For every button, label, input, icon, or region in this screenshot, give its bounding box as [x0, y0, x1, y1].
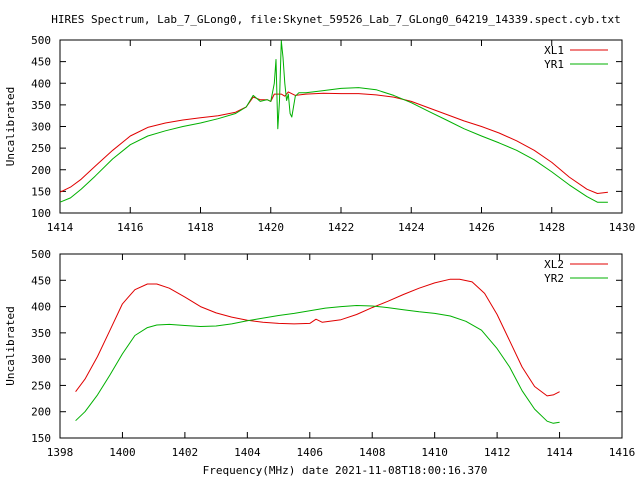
y-tick-label: 150 — [31, 185, 51, 198]
chart-title: HIRES Spectrum, Lab_7_GLong0, file:Skyne… — [51, 13, 621, 26]
x-tick-label: 1406 — [297, 446, 324, 459]
chart-panel-1: 100 150 200 250 300 350 400 450 500 1414 1416 1418 1… — [4, 34, 635, 234]
x-tick-label: 1404 — [234, 446, 261, 459]
x-tick-label: 1430 — [609, 221, 636, 234]
y-tick-label: 200 — [31, 406, 51, 419]
x-tick-label: 1412 — [484, 446, 511, 459]
legend-label-yr1: YR1 — [544, 58, 564, 71]
x-tick-label: 1422 — [328, 221, 355, 234]
x-tick-label: 1398 — [47, 446, 74, 459]
y-tick-label: 100 — [31, 207, 51, 220]
y-tick-label: 450 — [31, 274, 51, 287]
x-tick-label: 1400 — [109, 446, 136, 459]
series-line-xl1 — [59, 91, 608, 194]
x-tick-label: 1408 — [359, 446, 386, 459]
x-tick-label: 1426 — [468, 221, 495, 234]
x-tick-label: 1414 — [47, 221, 74, 234]
chart-panels: 100 150 200 250 300 350 400 450 500 1414 1416 1418 1… — [4, 34, 635, 477]
chart-panel-2: 150 200 250 300 350 400 450 500 1398 1400 1402 1404… — [4, 248, 635, 477]
x-tick-label: 1424 — [398, 221, 425, 234]
series-line-yr1 — [59, 40, 608, 203]
y-tick-label: 250 — [31, 142, 51, 155]
y-tick-label: 400 — [31, 77, 51, 90]
x-tick-label: 1402 — [172, 446, 199, 459]
y-tick-label: 500 — [31, 34, 51, 47]
x-tick-label: 1410 — [421, 446, 448, 459]
y-tick-label: 400 — [31, 301, 51, 314]
series-line-xl2 — [75, 278, 560, 397]
y-tick-label: 250 — [31, 379, 51, 392]
x-tick-label: 1420 — [258, 221, 285, 234]
x-axis-label: Frequency(MHz) date 2021-11-08T18:00:16.… — [203, 464, 488, 477]
y-tick-label: 450 — [31, 56, 51, 69]
x-tick-label: 1416 — [117, 221, 144, 234]
legend-label-xl2: XL2 — [544, 258, 564, 271]
x-tick-label: 1416 — [609, 446, 636, 459]
y-tick-label: 200 — [31, 164, 51, 177]
y-tick-label: 350 — [31, 99, 51, 112]
y-tick-label: 500 — [31, 248, 51, 261]
legend-label-xl1: XL1 — [544, 44, 564, 57]
plot-frame — [59, 253, 623, 439]
y-tick-label: 350 — [31, 327, 51, 340]
x-tick-label: 1418 — [187, 221, 214, 234]
y-axis-label: Uncalibrated — [4, 306, 17, 385]
x-tick-label: 1414 — [546, 446, 573, 459]
x-tick-label: 1428 — [539, 221, 566, 234]
y-tick-label: 300 — [31, 121, 51, 134]
y-tick-label: 150 — [31, 432, 51, 445]
y-tick-label: 300 — [31, 353, 51, 366]
series-line-yr2 — [75, 305, 560, 424]
y-axis-label: Uncalibrated — [4, 87, 17, 166]
legend-label-yr2: YR2 — [544, 272, 564, 285]
